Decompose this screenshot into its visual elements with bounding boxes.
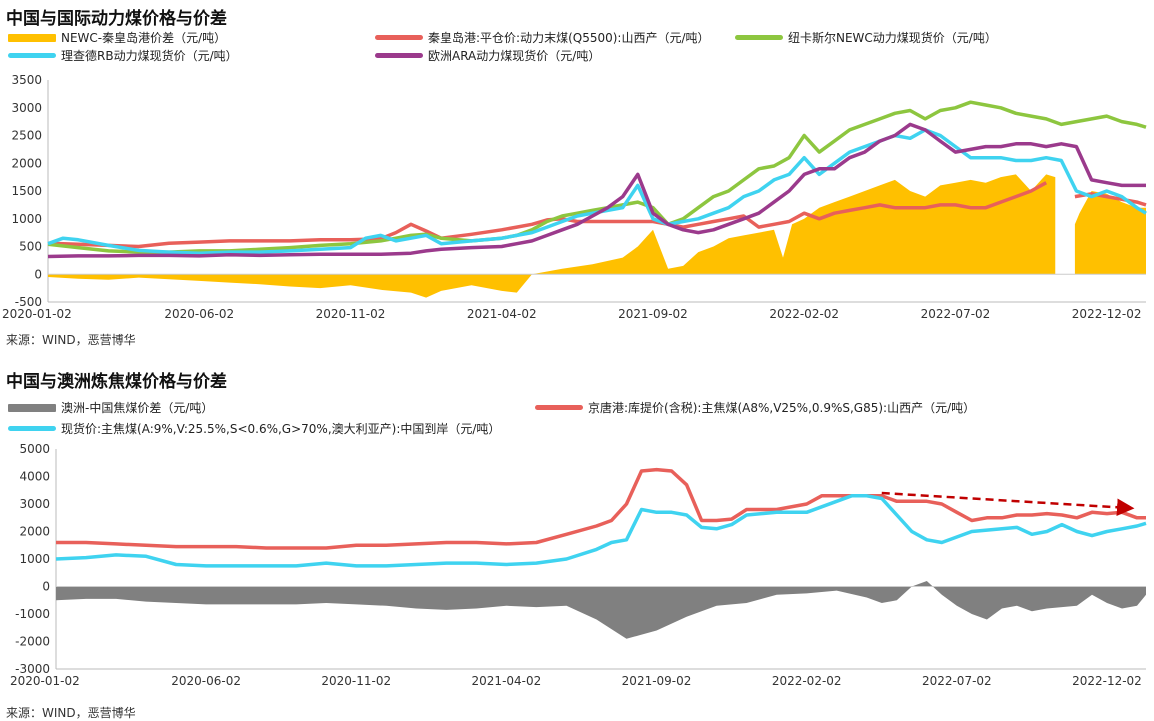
chart1-legend-item-4: 欧洲ARA动力煤现货价（元/吨）	[375, 47, 600, 64]
y-tick-label: 2000	[19, 525, 50, 539]
y-tick-label: 3000	[19, 497, 50, 511]
x-tick-label: 2021-04-02	[472, 674, 542, 688]
x-tick-label: 2020-06-02	[164, 307, 234, 321]
legend-swatch	[375, 35, 423, 40]
x-tick-label: 2022-12-02	[1072, 674, 1142, 688]
chart1-legend-item-0: NEWC-秦皇岛港价差（元/吨）	[8, 29, 226, 46]
legend-swatch	[8, 53, 56, 58]
series-line-1	[56, 467, 1146, 550]
y-tick-label: 3000	[11, 101, 42, 115]
legend-label: 理查德RB动力煤现货价（元/吨）	[61, 49, 238, 63]
x-tick-label: 2020-01-02	[2, 307, 72, 321]
y-tick-label: 3500	[11, 73, 42, 87]
y-tick-label: 0	[34, 267, 42, 281]
x-tick-label: 2022-07-02	[921, 307, 991, 321]
series-line-3	[47, 128, 1147, 255]
x-tick-label: 2022-07-02	[922, 674, 992, 688]
legend-swatch	[535, 405, 583, 410]
series-area-0	[1074, 191, 1146, 275]
x-tick-label: 2020-06-02	[171, 674, 241, 688]
x-tick-label: 2022-02-02	[772, 674, 842, 688]
chart2-title: 中国与澳洲炼焦煤价格与价差	[6, 372, 227, 392]
legend-swatch	[735, 35, 783, 40]
y-tick-label: 1500	[11, 184, 42, 198]
trend-arrow	[881, 491, 1135, 517]
y-tick-label: 4000	[19, 470, 50, 484]
series-line-2	[55, 494, 1147, 568]
legend-swatch	[8, 426, 56, 431]
legend-swatch	[8, 403, 56, 412]
y-tick-label: 500	[19, 240, 42, 254]
chart1-source: 来源：WIND，恶营博华	[6, 333, 136, 347]
y-tick-label: 2000	[11, 156, 42, 170]
y-tick-label: -3000	[15, 662, 50, 676]
chart1-legend-item-3: 理查德RB动力煤现货价（元/吨）	[8, 47, 238, 64]
chart1-title: 中国与国际动力煤价格与价差	[6, 9, 227, 29]
x-tick-label: 2022-02-02	[769, 307, 839, 321]
legend-label: 澳洲-中国焦煤价差（元/吨）	[61, 401, 214, 415]
series-area-0	[56, 581, 1146, 639]
series-line-4	[47, 122, 1146, 259]
legend-swatch	[375, 53, 423, 58]
x-tick-label: 2021-09-02	[622, 674, 692, 688]
x-tick-label: 2020-11-02	[321, 674, 391, 688]
y-tick-label: 0	[42, 580, 50, 594]
legend-label: 欧洲ARA动力煤现货价（元/吨）	[428, 49, 601, 63]
x-tick-label: 2021-09-02	[618, 307, 688, 321]
y-tick-label: 1000	[19, 552, 50, 566]
legend-label: 秦皇岛港:平仓价:动力末煤(Q5500):山西产（元/吨）	[428, 31, 710, 45]
x-tick-label: 2021-04-02	[467, 307, 537, 321]
legend-label: NEWC-秦皇岛港价差（元/吨）	[61, 31, 227, 45]
x-tick-label: 2020-11-02	[316, 307, 386, 321]
y-tick-label: 1000	[11, 212, 42, 226]
chart1-legend-item-2: 纽卡斯尔NEWC动力煤现货价（元/吨）	[735, 29, 997, 46]
series-area-0	[48, 174, 1056, 298]
series-line-2	[47, 100, 1147, 254]
x-tick-label: 2022-12-02	[1072, 307, 1142, 321]
y-tick-label: 2500	[11, 129, 42, 143]
legend-label: 现货价:主焦煤(A:9%,V:25.5%,S<0.6%,G>70%,澳大利亚产)…	[61, 422, 501, 436]
chart2-legend-item-2: 现货价:主焦煤(A:9%,V:25.5%,S<0.6%,G>70%,澳大利亚产)…	[8, 420, 500, 437]
legend-label: 纽卡斯尔NEWC动力煤现货价（元/吨）	[788, 31, 997, 45]
chart1-plot: -500 0 500 1000 1500 2000 2500 3000 3500 2020-01-…	[2, 73, 1147, 321]
chart2-source: 来源：WIND，恶营博华	[6, 706, 136, 720]
chart1-legend-item-1: 秦皇岛港:平仓价:动力末煤(Q5500):山西产（元/吨）	[375, 29, 710, 46]
chart2-plot: -3000 -2000 -1000 0 1000 2000 3000 4000 5000 2020…	[10, 442, 1147, 688]
chart2-legend-item-1: 京唐港:库提价(含税):主焦煤(A8%,V25%,0.9%S,G85):山西产（…	[535, 399, 975, 416]
legend-label: 京唐港:库提价(含税):主焦煤(A8%,V25%,0.9%S,G85):山西产（…	[588, 401, 976, 415]
y-tick-label: -2000	[15, 635, 50, 649]
x-tick-label: 2020-01-02	[10, 674, 80, 688]
legend-swatch	[8, 33, 56, 42]
y-tick-label: 5000	[19, 442, 50, 456]
y-tick-label: -1000	[15, 607, 50, 621]
chart2-legend-item-0: 澳洲-中国焦煤价差（元/吨）	[8, 399, 213, 416]
y-tick-label: -500	[15, 295, 42, 309]
